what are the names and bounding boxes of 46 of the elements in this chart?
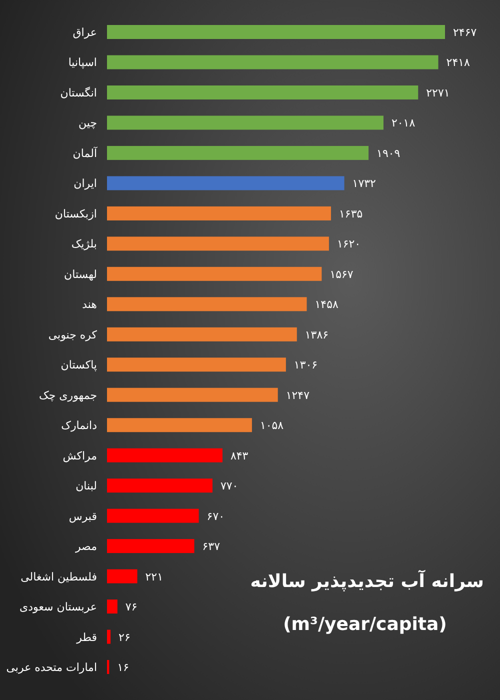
- data-label: ۲۴۶۷: [453, 26, 477, 39]
- y-tick-label: قبرس: [68, 510, 97, 523]
- y-tick-label: فلسطین اشغالی: [20, 570, 97, 584]
- y-tick-label: جمهوری چک: [39, 388, 97, 402]
- y-tick-label: بلژیک: [71, 238, 97, 251]
- text: (m³/year/capita): [283, 614, 447, 635]
- data-label: ۱۳۰۶: [294, 358, 318, 372]
- data-label: ۲۲۷۱: [426, 86, 450, 100]
- data-label: ۱۵۶۷: [330, 268, 354, 281]
- data-label: ۱۷۳۲: [352, 177, 376, 190]
- data-label: ۲۰۱۸: [391, 116, 416, 130]
- y-tick-label: اسپانیا: [68, 56, 97, 70]
- data-label: ۱۲۴۷: [286, 388, 310, 402]
- data-label: ۷۷۰: [220, 480, 238, 493]
- data-label: ۶۷۰: [206, 510, 225, 523]
- y-tick-label: مراکش: [62, 449, 98, 462]
- text: سرانه آب تجدیدپذیر سالانه: [250, 569, 484, 592]
- y-tick-label: چین: [78, 116, 97, 130]
- data-label: ۱۶: [117, 661, 130, 674]
- y-tick-label: آلمان: [72, 146, 98, 160]
- y-tick-label: لهستان: [64, 268, 97, 281]
- y-tick-label: پاکستان: [60, 358, 97, 372]
- data-label: ۷۶: [125, 600, 138, 614]
- data-label: ۱۹۰۹: [376, 146, 400, 160]
- y-tick-label: ایران: [74, 177, 97, 190]
- data-label: ۱۳۸۶: [304, 328, 329, 342]
- data-label: ۱۰۵۸: [260, 419, 284, 432]
- y-tick-label: امارات متحده عربی: [6, 661, 97, 674]
- data-label: ۲۴۱۸: [446, 56, 470, 70]
- data-label: ۱۶۳۵: [339, 207, 363, 220]
- y-tick-label: لبنان: [76, 480, 97, 493]
- y-tick-label: عربستان سعودی: [20, 600, 97, 614]
- data-label: ۱۴۵۸: [314, 298, 338, 312]
- y-tick-label: دانمارک: [61, 419, 98, 432]
- data-label: ۶۳۷: [202, 540, 220, 554]
- data-label: ۱۶۲۰: [336, 238, 361, 251]
- y-tick-label: عراق: [72, 26, 97, 39]
- data-label: ۲۶: [118, 630, 130, 644]
- data-label: ۸۴۳: [230, 449, 248, 462]
- data-label: ۲۲۱: [145, 570, 164, 584]
- y-tick-label: انگستان: [60, 86, 97, 100]
- y-tick-label: ازبکستان: [54, 207, 97, 220]
- y-tick-label: هند: [82, 298, 98, 312]
- y-tick-label: قطر: [76, 630, 97, 644]
- y-tick-label: کره جنوبی: [48, 328, 98, 342]
- y-tick-label: مصر: [74, 540, 98, 554]
